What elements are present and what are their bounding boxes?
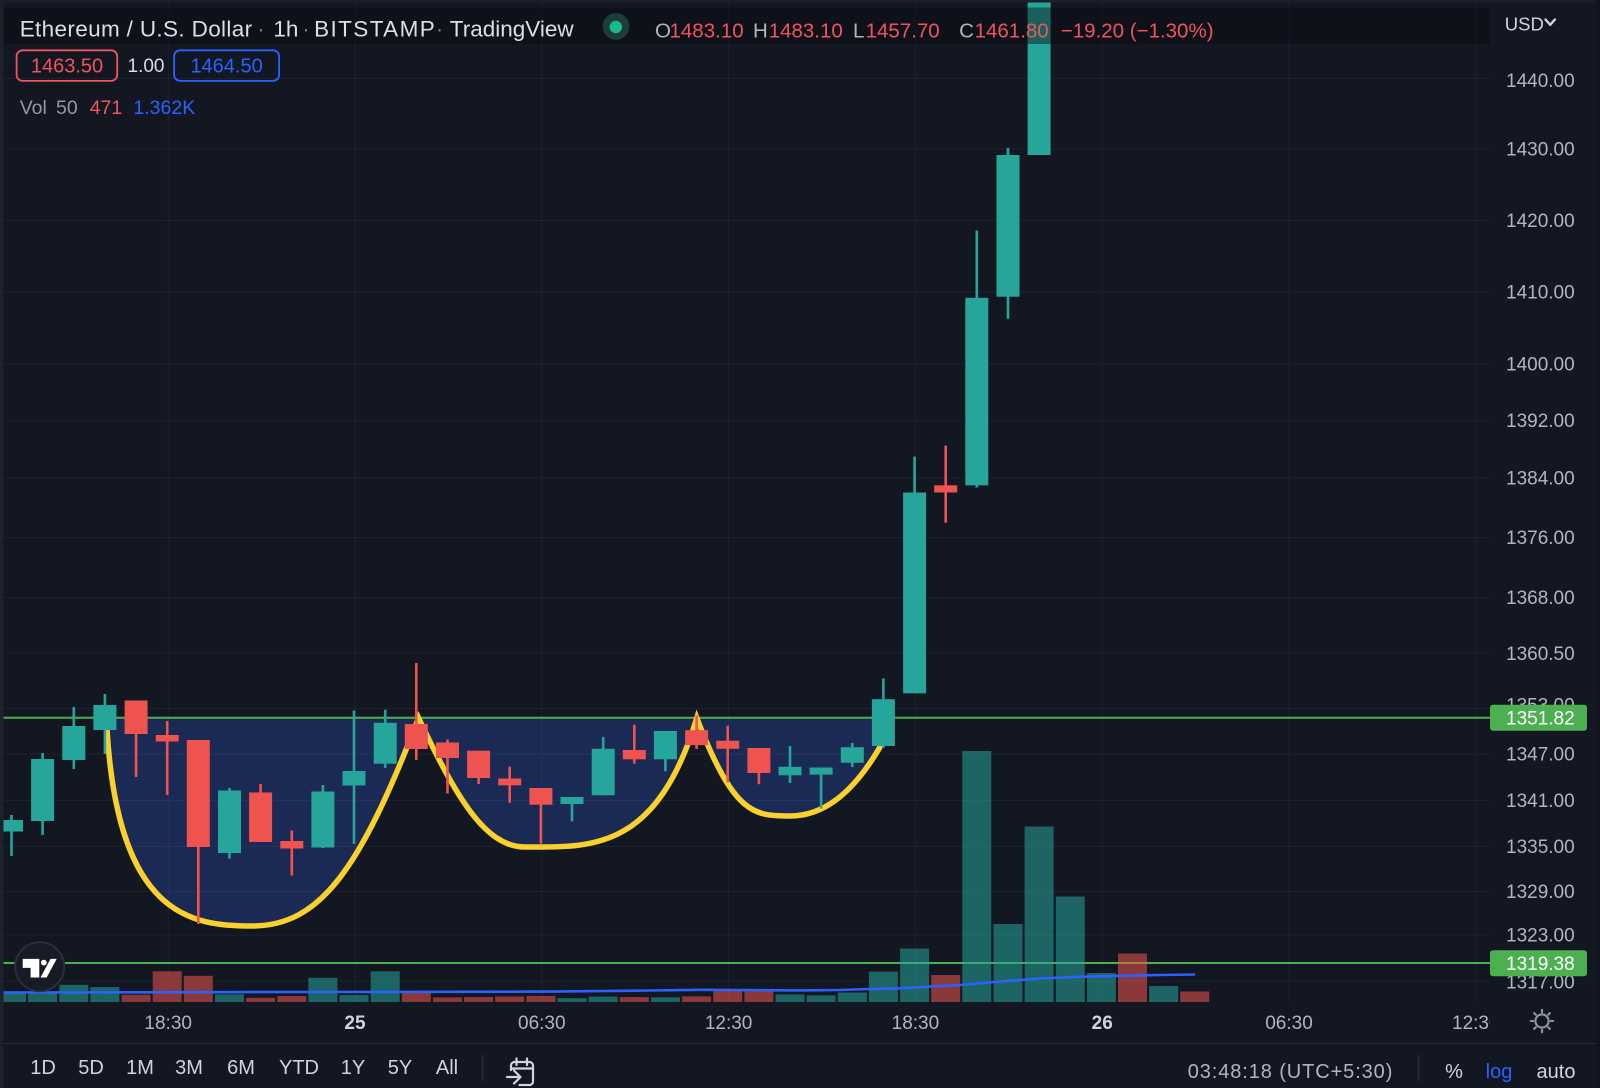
svg-text:1335.00: 1335.00 <box>1506 837 1575 858</box>
svg-text:12:30: 12:30 <box>705 1013 753 1034</box>
svg-text:%: % <box>1445 1061 1463 1083</box>
svg-text:06:30: 06:30 <box>1265 1013 1313 1034</box>
svg-text:1M: 1M <box>126 1057 154 1079</box>
svg-text:1D: 1D <box>30 1057 56 1079</box>
svg-text:C: C <box>959 20 974 43</box>
svg-text:18:30: 18:30 <box>144 1013 192 1034</box>
svg-text:5Y: 5Y <box>388 1057 412 1079</box>
svg-text:03:48:18 (UTC+5:30): 03:48:18 (UTC+5:30) <box>1188 1061 1394 1083</box>
svg-text:·: · <box>257 17 265 42</box>
svg-text:1483.10: 1483.10 <box>769 20 843 43</box>
svg-text:1463.50: 1463.50 <box>31 56 103 78</box>
svg-text:1376.00: 1376.00 <box>1506 528 1575 549</box>
svg-text:1329.00: 1329.00 <box>1506 882 1575 903</box>
svg-text:5D: 5D <box>78 1057 104 1079</box>
svg-text:1464.50: 1464.50 <box>190 56 262 78</box>
svg-text:1483.10: 1483.10 <box>670 20 744 43</box>
svg-text:auto: auto <box>1537 1061 1576 1083</box>
svg-text:1440.00: 1440.00 <box>1506 71 1575 92</box>
svg-text:25: 25 <box>344 1013 366 1034</box>
svg-text:3M: 3M <box>175 1057 203 1079</box>
svg-text:18:30: 18:30 <box>892 1013 940 1034</box>
svg-text:1420.00: 1420.00 <box>1506 211 1575 232</box>
svg-text:Vol: Vol <box>20 97 47 119</box>
svg-text:1341.00: 1341.00 <box>1506 791 1575 812</box>
svg-text:1368.00: 1368.00 <box>1506 588 1575 609</box>
svg-text:1347.00: 1347.00 <box>1506 745 1575 766</box>
svg-text:26: 26 <box>1092 1013 1113 1034</box>
svg-text:1319.38: 1319.38 <box>1506 954 1575 975</box>
svg-text:1384.00: 1384.00 <box>1506 469 1575 490</box>
svg-text:1410.00: 1410.00 <box>1506 283 1575 304</box>
svg-text:1h: 1h <box>273 17 298 42</box>
svg-text:L: L <box>853 20 864 43</box>
svg-text:log: log <box>1486 1061 1513 1083</box>
svg-text:·: · <box>436 17 444 42</box>
svg-text:USD: USD <box>1505 14 1544 35</box>
svg-text:1360.50: 1360.50 <box>1506 644 1575 665</box>
svg-text:1461.80: 1461.80 <box>975 20 1049 43</box>
svg-text:12:30: 12:30 <box>1452 1013 1500 1034</box>
svg-text:TradingView: TradingView <box>450 17 575 42</box>
svg-text:1317.00: 1317.00 <box>1506 973 1575 994</box>
svg-text:BITSTAMP: BITSTAMP <box>314 17 436 42</box>
svg-text:1.00: 1.00 <box>128 56 165 77</box>
svg-text:−19.20 (−1.30%): −19.20 (−1.30%) <box>1061 20 1214 43</box>
svg-text:1.362K: 1.362K <box>133 97 195 119</box>
svg-text:1323.00: 1323.00 <box>1506 926 1575 947</box>
svg-text:6M: 6M <box>227 1057 255 1079</box>
svg-text:YTD: YTD <box>279 1057 319 1079</box>
svg-text:1457.70: 1457.70 <box>866 20 940 43</box>
svg-text:1392.00: 1392.00 <box>1506 411 1575 432</box>
svg-text:471: 471 <box>90 97 123 119</box>
svg-text:·: · <box>302 17 310 42</box>
svg-text:H: H <box>753 20 768 43</box>
svg-text:06:30: 06:30 <box>518 1013 566 1034</box>
svg-text:O: O <box>655 20 671 43</box>
svg-text:50: 50 <box>56 97 78 119</box>
svg-text:1400.00: 1400.00 <box>1506 355 1575 376</box>
svg-text:Ethereum / U.S. Dollar: Ethereum / U.S. Dollar <box>20 17 253 42</box>
svg-text:1430.00: 1430.00 <box>1506 140 1575 161</box>
svg-text:1351.82: 1351.82 <box>1506 708 1575 729</box>
svg-text:All: All <box>436 1057 458 1079</box>
svg-text:1Y: 1Y <box>341 1057 365 1079</box>
